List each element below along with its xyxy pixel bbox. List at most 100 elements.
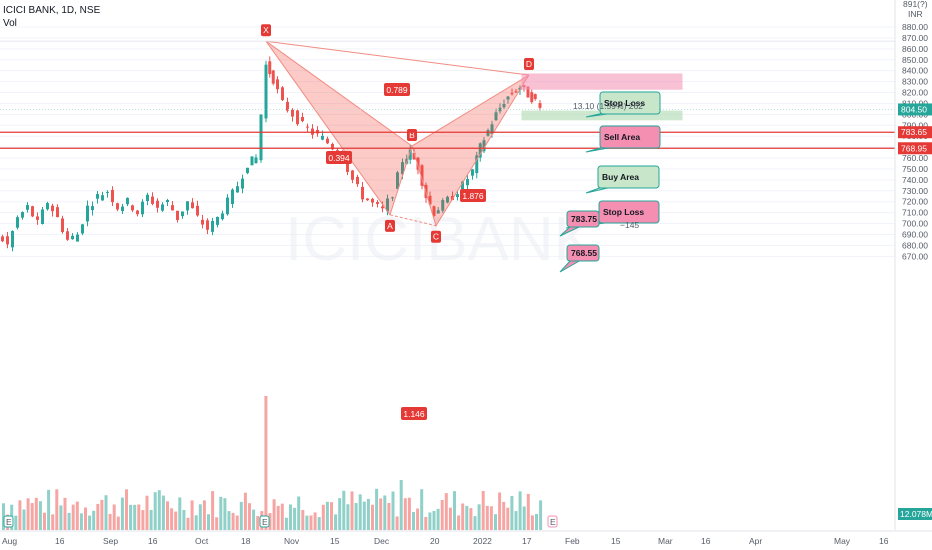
- event-badge[interactable]: E: [547, 515, 558, 528]
- price-tag-bg: [898, 103, 932, 116]
- candle-body: [396, 172, 399, 189]
- volume-bar: [194, 515, 198, 530]
- volume-bar: [207, 514, 210, 530]
- candle-body: [250, 156, 254, 166]
- candle-body: [151, 196, 154, 204]
- volume-bar: [321, 504, 325, 530]
- volume-bar: [289, 504, 292, 530]
- volume-bar: [100, 499, 104, 530]
- point-label: C: [433, 232, 439, 242]
- volume-tag: 12.078M: [898, 508, 932, 520]
- volume-bar: [301, 509, 305, 530]
- event-badge-text: E: [262, 517, 268, 527]
- time-tick: 20: [430, 536, 440, 546]
- volume-bar: [535, 513, 538, 530]
- pattern-triangle-bcd: [411, 74, 530, 227]
- volume-bar: [317, 517, 321, 530]
- time-tick: Sep: [103, 536, 118, 546]
- volume-bar: [239, 501, 243, 530]
- volume-bar: [18, 500, 22, 530]
- volume-bar: [526, 493, 530, 530]
- callout[interactable]: Stop Loss: [585, 91, 661, 118]
- volume-bar: [174, 511, 178, 530]
- point-badge: [261, 24, 271, 37]
- time-axis: Aug 16 Sep 16 Oct 18 Nov 15 Dec 20 2022 17 Feb 15 Mar 1…: [0, 530, 932, 546]
- candle-body: [351, 170, 354, 180]
- point-badge: [431, 230, 441, 243]
- candle-body: [291, 109, 294, 117]
- candle-body: [346, 161, 349, 172]
- measure-top: 13.10 (1.59%) 262: [573, 101, 643, 111]
- candle-body: [146, 194, 149, 202]
- point-label: X: [263, 25, 269, 35]
- volume-bar: [407, 497, 411, 530]
- volume-bar: [79, 513, 83, 530]
- volume-bar: [256, 516, 260, 530]
- time-tick: 16: [148, 536, 158, 546]
- candle-body: [506, 96, 510, 100]
- volume-bar: [461, 503, 465, 530]
- volume-bar: [231, 512, 235, 530]
- volume-bar: [43, 512, 46, 530]
- candle-body: [246, 167, 249, 174]
- volume-bar: [276, 505, 280, 530]
- volume-bar: [96, 503, 100, 530]
- price-tick: 830.00: [902, 77, 928, 87]
- candle-body: [461, 181, 464, 192]
- candle-body: [306, 126, 309, 128]
- candle-body: [121, 206, 124, 212]
- price-tick: 760.00: [902, 153, 928, 163]
- price-tick: 680.00: [902, 240, 928, 250]
- ratio-text: 1.146: [403, 409, 425, 419]
- event-badge[interactable]: E: [259, 515, 270, 528]
- candle-body: [81, 224, 84, 234]
- candle-body: [196, 205, 199, 216]
- symbol-title[interactable]: ICICI BANK, 1D, NSE: [3, 5, 101, 16]
- candle-body: [264, 64, 268, 119]
- volume-bar: [334, 514, 338, 530]
- volume-bar: [84, 507, 87, 530]
- ratio-badge: [460, 189, 486, 202]
- time-tick: May: [834, 536, 851, 546]
- volume-bar: [272, 499, 276, 530]
- candle-body: [166, 200, 169, 203]
- candle-body: [1, 236, 4, 242]
- candle-body: [91, 206, 94, 211]
- candle-body: [428, 195, 432, 205]
- volume-bar: [157, 490, 161, 530]
- price-tick: 720.00: [902, 197, 928, 207]
- candle-body: [131, 205, 134, 211]
- candle-body: [526, 86, 530, 98]
- candle-body: [498, 107, 502, 112]
- price-tick: 880.00: [902, 22, 928, 32]
- pattern-point-c: C: [431, 230, 441, 243]
- volume-bar: [252, 509, 256, 530]
- callout[interactable]: Sell Area: [585, 125, 661, 153]
- callout[interactable]: 783.75: [559, 210, 600, 237]
- candle-body: [11, 231, 14, 248]
- volume-tag-text: 12.078M: [900, 509, 932, 519]
- candle-body: [156, 200, 159, 208]
- volume-bar: [235, 515, 239, 530]
- candle-body: [482, 140, 486, 152]
- candle-body: [371, 198, 374, 203]
- candle-body: [420, 165, 424, 186]
- price-tag: 783.65: [898, 126, 932, 139]
- volume-bar: [465, 505, 469, 530]
- event-badge[interactable]: E: [3, 515, 14, 528]
- candle-body: [408, 149, 412, 160]
- volume-bar: [530, 515, 534, 530]
- volume-bar: [436, 508, 440, 530]
- callout[interactable]: Buy Area: [585, 165, 660, 194]
- candle-body: [201, 219, 204, 225]
- volume-bar: [498, 492, 502, 530]
- callout[interactable]: 768.55: [559, 244, 600, 273]
- callout-text: Stop Loss: [604, 98, 645, 108]
- volume-bar: [489, 506, 493, 530]
- candle-body: [533, 94, 537, 100]
- candle-body: [254, 157, 258, 164]
- price-tick: 690.00: [902, 229, 928, 239]
- point-badge: [385, 219, 395, 232]
- volume-bar: [223, 498, 227, 530]
